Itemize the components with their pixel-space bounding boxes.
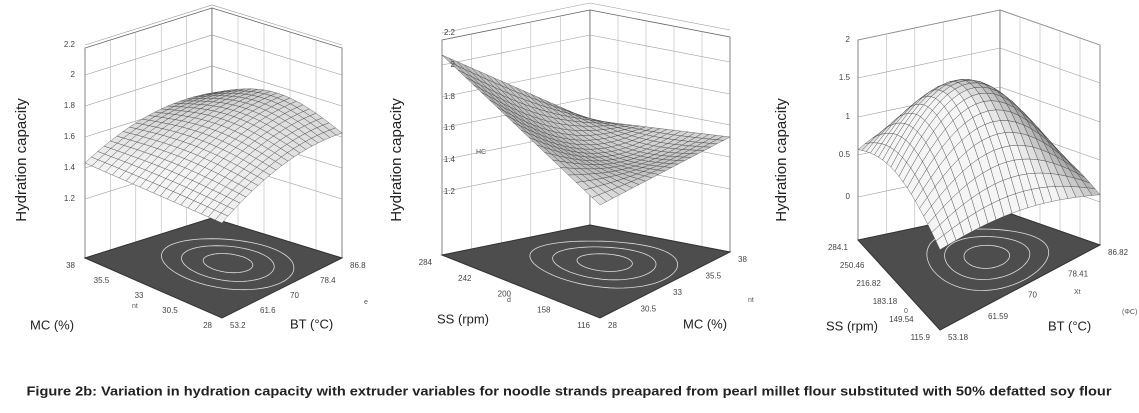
y-axis-label: Hydration capacity xyxy=(388,98,405,222)
right-tick-label: 61.59 xyxy=(988,312,1009,321)
left-tick-label: 28 xyxy=(203,321,212,330)
left-tick-label: 183.18 xyxy=(873,297,898,306)
wall-grid xyxy=(441,97,731,129)
left-tick-label: 216.82 xyxy=(856,279,881,288)
right-tick-label: 38 xyxy=(738,255,747,264)
y-axis-label: Hydration capacity xyxy=(773,98,790,222)
surface-cell xyxy=(214,212,229,224)
wall-grid xyxy=(84,4,343,46)
z-tick-label: 1.8 xyxy=(64,101,76,110)
right-tick-label: 53.2 xyxy=(230,321,246,330)
axis-fragment: (ΦC) xyxy=(1122,309,1137,316)
contour xyxy=(181,245,275,282)
axis-fragment: e xyxy=(364,299,368,306)
contour xyxy=(202,253,254,274)
left-tick-label: 115.9 xyxy=(911,333,931,342)
right-tick-label: 86.8 xyxy=(350,261,366,270)
wall-grid xyxy=(441,2,731,34)
z-tick-label: 1.4 xyxy=(64,163,76,172)
wall-grid xyxy=(857,86,1101,123)
axis-fragment: nt xyxy=(748,297,754,304)
surface-cell xyxy=(935,234,949,250)
floor xyxy=(440,224,732,319)
contour xyxy=(944,236,1031,280)
z-tick-label: 2 xyxy=(451,60,456,69)
z-tick-label: 2 xyxy=(71,70,76,79)
z-tick-label: 1.8 xyxy=(444,92,456,101)
axis-title: MC (%) xyxy=(683,316,727,331)
left-tick-label: 284.1 xyxy=(828,243,849,252)
wall-grid xyxy=(84,34,343,76)
axis-title: SS (rpm) xyxy=(437,311,489,326)
z-tick-label: 2.2 xyxy=(444,28,456,37)
floor xyxy=(83,217,344,319)
contour xyxy=(529,240,678,289)
right-tick-label: 70 xyxy=(1028,291,1037,300)
right-tick-label: 28 xyxy=(608,321,617,330)
contour xyxy=(963,244,1010,269)
axis-title: BT (°C) xyxy=(290,316,333,331)
z-tick-label: 1.6 xyxy=(64,132,76,141)
z-tick-label: 1 xyxy=(846,112,851,121)
left-tick-label: 200 xyxy=(498,290,512,299)
wall-grid xyxy=(441,34,731,66)
z-tick-label: 0.5 xyxy=(839,150,851,159)
z-tick-label: 1.4 xyxy=(444,155,456,164)
right-tick-label: 78.41 xyxy=(1068,269,1089,278)
wall-grid xyxy=(857,47,1101,84)
left-tick-label: 30.5 xyxy=(162,306,178,315)
left-tick-label: 149.54 xyxy=(889,315,914,324)
axis-title: BT (°C) xyxy=(1048,318,1091,333)
axis-title: SS (rpm) xyxy=(826,318,878,333)
axis-title: MC (%) xyxy=(30,317,74,332)
axis-fragment: d xyxy=(507,297,511,304)
right-tick-label: 33 xyxy=(673,288,682,297)
axis-fragment: 0 xyxy=(904,308,908,315)
z-tick-label: 1.6 xyxy=(444,123,456,132)
right-tick-label: 78.4 xyxy=(320,276,336,285)
left-tick-label: 38 xyxy=(66,261,75,270)
contour xyxy=(161,238,295,291)
z-tick-label: 1.5 xyxy=(839,73,851,82)
contour xyxy=(576,253,633,272)
z-tick-label: 2.2 xyxy=(64,40,76,49)
z-tick-label: 0 xyxy=(846,192,851,201)
left-tick-label: 35.5 xyxy=(94,276,110,285)
right-tick-label: 61.6 xyxy=(260,306,276,315)
right-tick-label: 86.82 xyxy=(1108,248,1129,257)
right-tick-label: 30.5 xyxy=(641,305,657,314)
axis-fragment: Xt xyxy=(1074,289,1081,296)
right-tick-label: 53.18 xyxy=(948,333,969,342)
left-tick-label: 284 xyxy=(419,258,433,267)
wall-grid xyxy=(857,9,1101,46)
left-tick-label: 116 xyxy=(577,321,590,330)
z-tick-label: 2 xyxy=(846,35,851,44)
surface-cell xyxy=(591,194,607,206)
left-tick-label: 242 xyxy=(458,274,472,283)
left-tick-label: 250.46 xyxy=(840,261,865,270)
caption: Figure 2b: Variation in hydration capaci… xyxy=(27,384,1112,398)
y-axis-label: Hydration capacity xyxy=(13,98,30,222)
axis-fragment: HC xyxy=(476,149,486,156)
z-tick-label: 1.2 xyxy=(64,194,76,203)
wall-grid xyxy=(84,65,343,107)
axis-fragment: nt xyxy=(132,303,138,310)
z-tick-label: 1.2 xyxy=(444,187,456,196)
left-tick-label: 158 xyxy=(537,305,551,314)
right-tick-label: 35.5 xyxy=(706,272,722,281)
right-tick-label: 70 xyxy=(290,291,299,300)
contour xyxy=(552,246,657,281)
left-tick-label: 33 xyxy=(135,291,144,300)
